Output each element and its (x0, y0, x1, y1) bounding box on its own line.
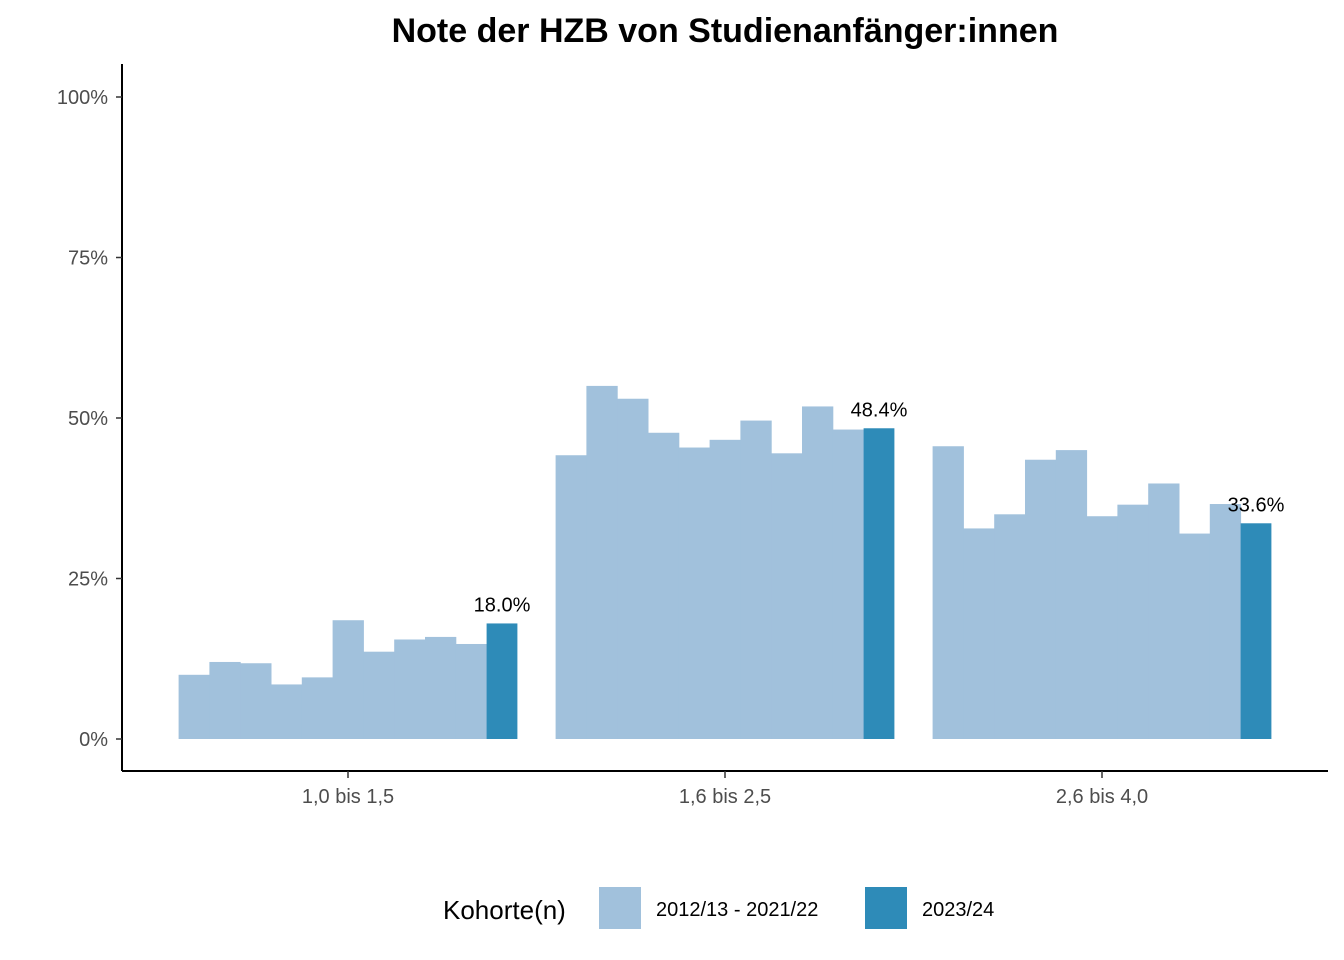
bar-historical (963, 528, 995, 739)
y-tick-label: 0% (79, 729, 108, 751)
bar-historical (209, 661, 241, 739)
legend-swatch-historical (599, 887, 641, 929)
legend-title: Kohorte(n) (443, 895, 566, 925)
x-tick-label: 2,6 bis 4,0 (1056, 786, 1148, 808)
y-tick-label: 100% (57, 87, 108, 109)
y-axis: 0% 25% 50% 75% 100% (57, 64, 123, 771)
bar-historical (178, 674, 210, 739)
bar-historical (648, 432, 680, 739)
bar-current (1240, 523, 1272, 739)
bar-historical (1179, 533, 1211, 739)
bar-historical (709, 439, 741, 739)
bar-historical (455, 643, 488, 739)
bar-historical (394, 639, 426, 739)
bar-historical (994, 514, 1026, 739)
y-tick-label: 75% (68, 248, 108, 270)
bar-historical (1117, 504, 1149, 739)
bar-historical (1055, 450, 1088, 739)
x-tick-label: 1,0 bis 1,5 (302, 786, 394, 808)
bar-current (486, 623, 518, 739)
bar-value-label: 18.0% (474, 594, 531, 616)
bar-historical (425, 636, 457, 739)
data-labels: 18.0% 48.4% 33.6% (474, 399, 1285, 616)
bar-historical (678, 447, 711, 739)
bar-historical (1025, 459, 1057, 739)
legend: Kohorte(n) 2012/13 - 2021/22 2023/24 (443, 887, 994, 929)
bar-value-label: 33.6% (1228, 494, 1285, 516)
bar-historical (363, 651, 395, 739)
bar-historical (586, 385, 618, 739)
bar-current (863, 428, 895, 739)
bar-value-label: 48.4% (851, 399, 908, 421)
bar-historical (332, 620, 364, 739)
legend-label-historical: 2012/13 - 2021/22 (656, 899, 818, 921)
bar-historical (1209, 504, 1242, 739)
y-tick-label: 50% (68, 408, 108, 430)
legend-label-current: 2023/24 (922, 899, 994, 921)
bar-historical (832, 429, 865, 739)
bar-historical (802, 406, 834, 739)
chart-title: Note der HZB von Studienanfänger:innen (392, 12, 1059, 50)
bar-historical (240, 663, 272, 739)
bar-historical (740, 420, 772, 739)
x-axis: 1,0 bis 1,5 1,6 bis 2,5 2,6 bis 4,0 (122, 770, 1328, 808)
bar-historical (301, 677, 334, 739)
bar-historical (555, 455, 587, 739)
x-tick-label: 1,6 bis 2,5 (679, 786, 771, 808)
bar-historical (1148, 483, 1180, 739)
bar-historical (271, 684, 303, 739)
legend-swatch-current (865, 887, 907, 929)
bars (178, 385, 1272, 739)
bar-historical (771, 453, 803, 739)
bar-historical (932, 446, 964, 739)
bar-historical (1086, 516, 1118, 739)
bar-historical (617, 398, 649, 739)
y-tick-label: 25% (68, 569, 108, 591)
